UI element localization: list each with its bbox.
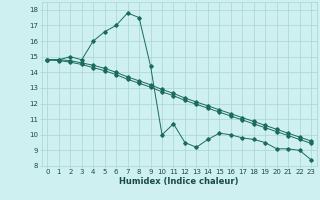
X-axis label: Humidex (Indice chaleur): Humidex (Indice chaleur) xyxy=(119,177,239,186)
